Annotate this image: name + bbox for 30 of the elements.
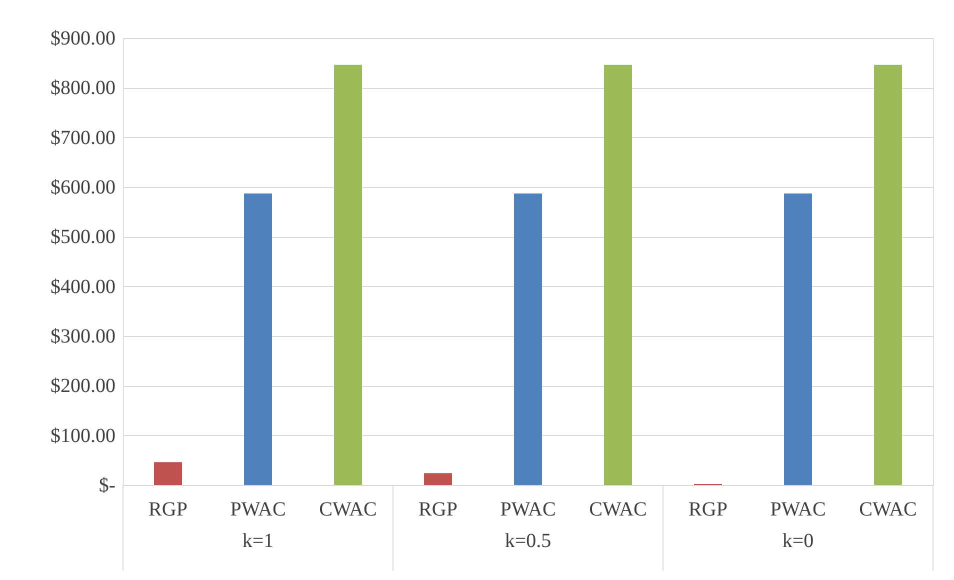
y-tick-label: $800.00	[50, 77, 116, 100]
bar	[334, 64, 362, 485]
text: k=0	[782, 530, 814, 552]
y-tick-label: $200.00	[50, 375, 116, 398]
y-tick-label: $700.00	[50, 126, 116, 149]
x-tick-label: RGP	[148, 498, 188, 520]
bar	[784, 193, 812, 485]
y-tick-label: $400.00	[50, 276, 116, 298]
bar	[604, 64, 632, 485]
y-tick-label: $500.00	[50, 226, 116, 248]
x-tick-label: PWAC	[230, 498, 286, 520]
text: k=0.5	[504, 530, 552, 552]
x-tick-label: CWAC	[859, 498, 917, 520]
y-tick-label: $300.00	[50, 326, 116, 348]
text: k=1	[242, 530, 274, 552]
x-tick-label: CWAC	[319, 498, 377, 520]
x-tick-label: RGP	[688, 498, 728, 520]
y-tick-label: $100.00	[50, 424, 116, 447]
bar	[154, 462, 182, 485]
bar	[514, 193, 542, 485]
bar	[424, 473, 452, 485]
bar	[244, 193, 272, 485]
y-tick-label: $-	[98, 474, 116, 496]
bar	[874, 64, 902, 485]
x-tick-label: CWAC	[589, 498, 647, 520]
y-tick-label: $900.00	[50, 28, 116, 50]
x-tick-label: RGP	[418, 498, 458, 520]
x-tick-label: PWAC	[770, 498, 826, 520]
x-tick-label: PWAC	[500, 498, 556, 520]
y-tick-label: $600.00	[50, 176, 116, 198]
